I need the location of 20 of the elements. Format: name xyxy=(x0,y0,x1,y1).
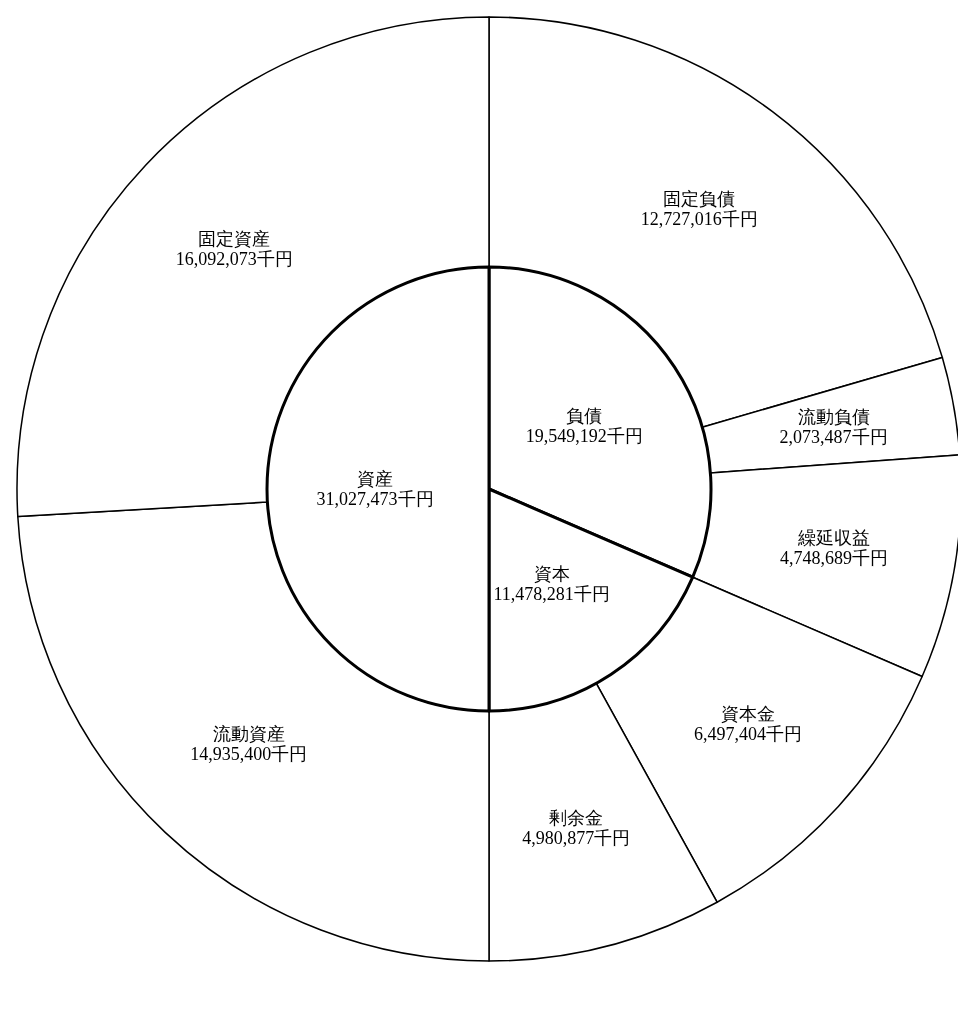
data-label: 14,935,400千円 xyxy=(190,743,308,764)
data-label: 4,980,877千円 xyxy=(522,827,631,848)
data-label: 16,092,073千円 xyxy=(175,248,293,269)
data-label: 19,549,192千円 xyxy=(525,426,643,447)
slice-label: 流動負債 xyxy=(797,407,870,428)
data-label: 2,073,487千円 xyxy=(779,427,888,448)
slice-label: 繰延収益 xyxy=(797,527,871,548)
slice-label: 固定資産 xyxy=(198,228,271,249)
data-label: 6,497,404千円 xyxy=(694,724,803,745)
slice-label: 剰余金 xyxy=(549,807,604,828)
slice-label: 流動資産 xyxy=(212,723,285,744)
data-label: 12,727,016千円 xyxy=(640,209,758,230)
slice-label: 負債 xyxy=(566,406,603,427)
slice-label: 資産 xyxy=(357,469,393,489)
slice-label: 固定負債 xyxy=(663,189,736,210)
data-label: 11,478,281千円 xyxy=(493,584,610,605)
slice-label: 資本 xyxy=(533,564,570,585)
data-label: 31,027,473千円 xyxy=(316,489,434,509)
slice-label: 資本金 xyxy=(721,704,776,725)
data-label: 4,748,689千円 xyxy=(780,547,889,568)
